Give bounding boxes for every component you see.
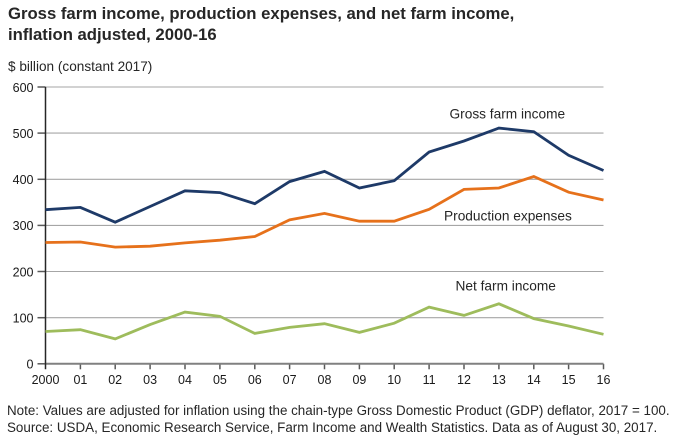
svg-text:Production expenses: Production expenses: [444, 208, 572, 223]
svg-text:300: 300: [13, 219, 34, 233]
svg-text:600: 600: [13, 81, 34, 95]
svg-text:12: 12: [457, 373, 471, 387]
svg-text:100: 100: [13, 312, 34, 326]
svg-text:14: 14: [527, 373, 541, 387]
svg-text:06: 06: [248, 373, 262, 387]
svg-text:2000: 2000: [32, 373, 60, 387]
svg-text:15: 15: [562, 373, 576, 387]
svg-text:Net farm income: Net farm income: [456, 279, 556, 294]
svg-text:500: 500: [13, 127, 34, 141]
svg-text:02: 02: [108, 373, 122, 387]
svg-text:400: 400: [13, 173, 34, 187]
svg-text:03: 03: [143, 373, 157, 387]
svg-text:Gross farm income: Gross farm income: [450, 106, 566, 121]
svg-text:01: 01: [73, 373, 87, 387]
svg-text:10: 10: [387, 373, 401, 387]
svg-text:08: 08: [318, 373, 332, 387]
svg-text:16: 16: [597, 373, 611, 387]
svg-text:07: 07: [283, 373, 297, 387]
svg-text:05: 05: [213, 373, 227, 387]
svg-text:11: 11: [423, 373, 436, 387]
svg-text:09: 09: [352, 373, 366, 387]
svg-text:04: 04: [178, 373, 192, 387]
svg-text:13: 13: [492, 373, 506, 387]
svg-text:200: 200: [13, 265, 34, 279]
svg-text:0: 0: [27, 358, 34, 372]
